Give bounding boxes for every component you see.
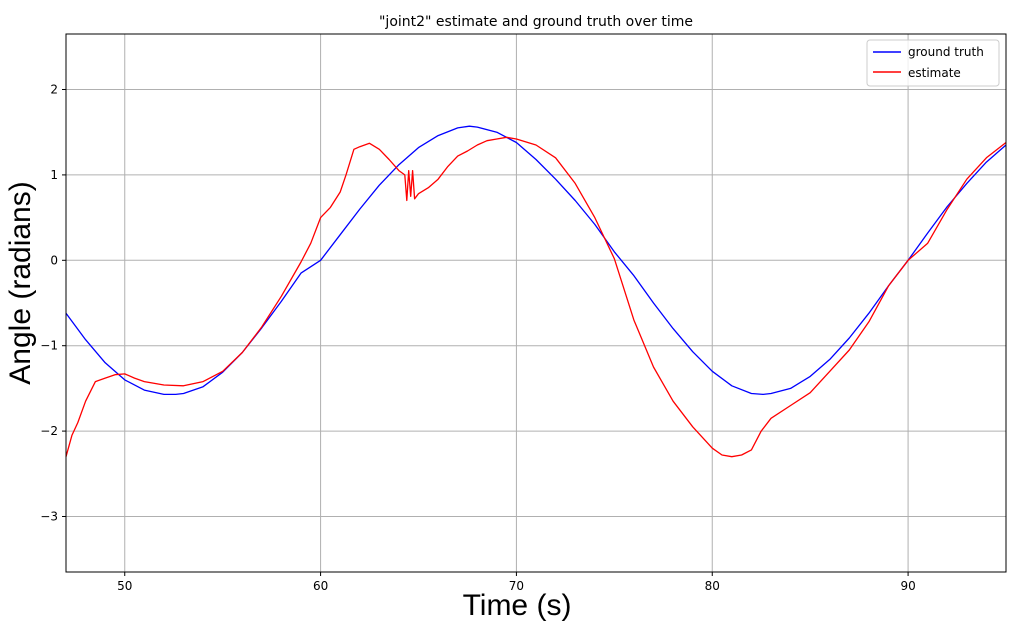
plot-area-frame bbox=[65, 33, 1007, 573]
y-axis-label: Angle (radians) bbox=[4, 181, 37, 384]
series-line-estimate bbox=[65, 136, 1007, 458]
y-tick-label: 0 bbox=[50, 253, 58, 267]
legend: ground truth estimate bbox=[866, 39, 1000, 87]
y-tick-label: 1 bbox=[50, 168, 58, 182]
chart-title: "joint2" estimate and ground truth over … bbox=[379, 14, 693, 30]
y-tick-label: −3 bbox=[40, 509, 58, 523]
y-tick-label: −1 bbox=[40, 339, 58, 353]
x-tick-label: 90 bbox=[900, 579, 915, 593]
x-tick-label: 80 bbox=[705, 579, 720, 593]
y-tick-label: 2 bbox=[50, 83, 58, 97]
legend-label-estimate: estimate bbox=[908, 66, 961, 80]
x-tick-label: 70 bbox=[509, 579, 524, 593]
ticks: 50 60 70 80 90 2 1 0 −1 −2 −3 bbox=[40, 83, 915, 593]
x-axis-label: Time (s) bbox=[463, 589, 572, 622]
series-layer bbox=[65, 125, 1007, 458]
series-line-ground-truth bbox=[65, 125, 1007, 396]
x-tick-label: 60 bbox=[313, 579, 328, 593]
x-tick-label: 50 bbox=[117, 579, 132, 593]
legend-label-ground-truth: ground truth bbox=[908, 45, 984, 59]
y-tick-label: −2 bbox=[40, 424, 58, 438]
grid bbox=[66, 34, 1006, 572]
